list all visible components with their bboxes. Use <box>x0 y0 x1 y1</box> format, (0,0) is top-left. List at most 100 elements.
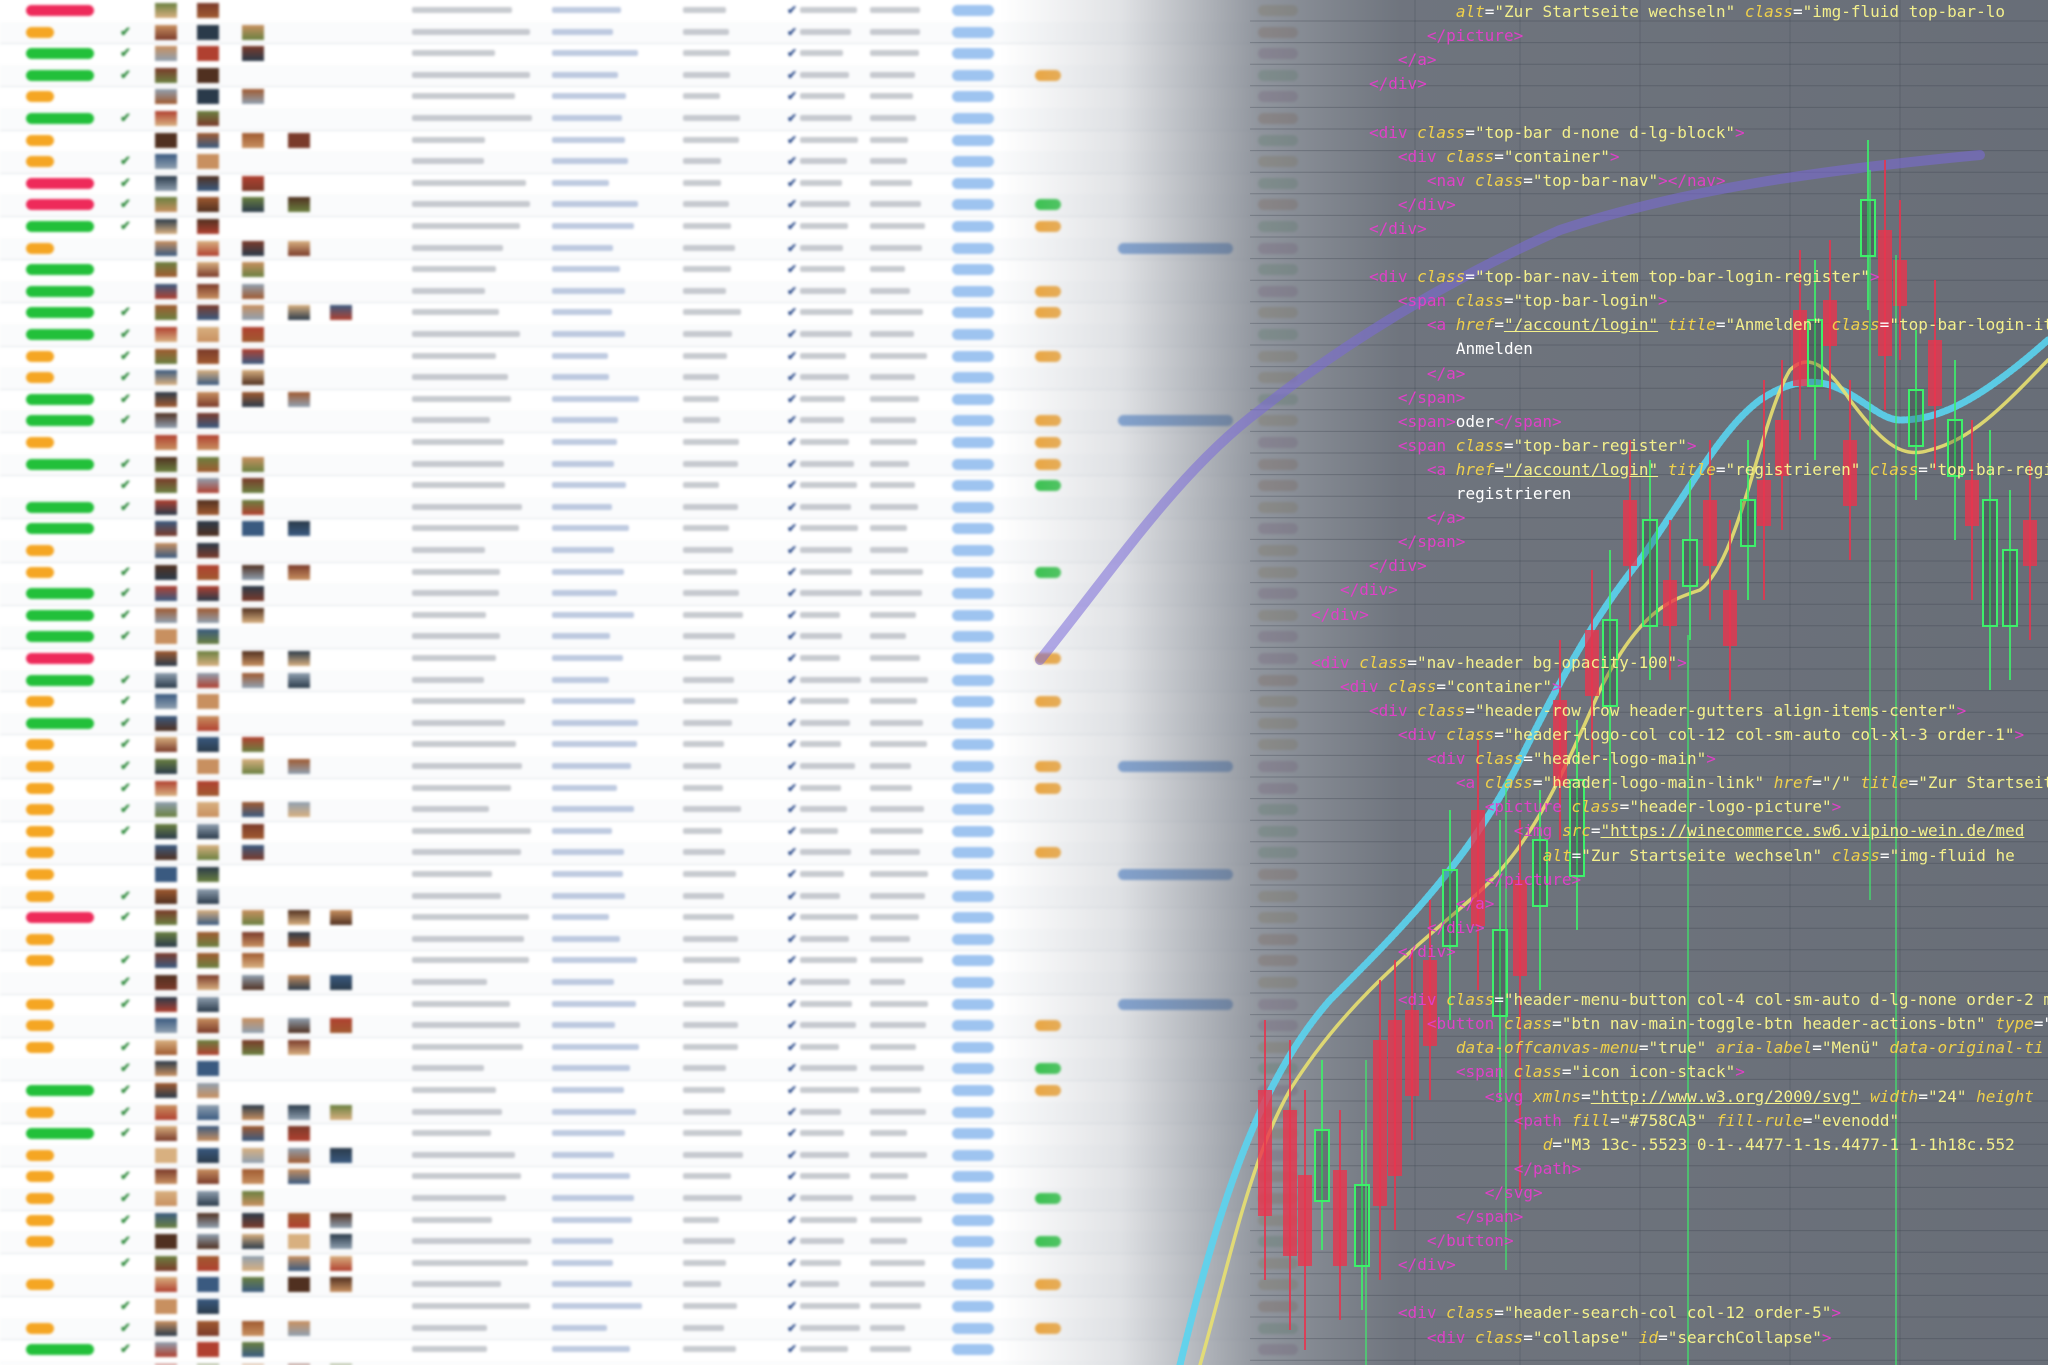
code-token <box>1860 460 1870 479</box>
code-token: <div <box>1397 1303 1447 1323</box>
candle-body <box>1532 839 1548 907</box>
code-token <box>1629 1328 1639 1347</box>
code-token: = <box>1561 1062 1572 1082</box>
code-token: = <box>1465 267 1475 287</box>
candle-body <box>1513 880 1527 976</box>
code-token: <div <box>1426 1327 1476 1347</box>
code-token: class <box>1417 122 1466 142</box>
code-token: = <box>1715 315 1726 335</box>
code-token <box>1735 2 1745 21</box>
code-line: d="M3 13c-.5523 0-1-.4477-1-1s.4477-1 1-… <box>1543 1133 2015 1157</box>
code-token: <div <box>1368 267 1418 287</box>
code-token: = <box>1908 773 1919 793</box>
code-line: </div> <box>1311 603 1369 627</box>
code-token: </picture> <box>1484 869 1582 889</box>
code-token: "/account/login" <box>1503 459 1659 479</box>
code-token: class <box>1417 267 1466 287</box>
code-token: > <box>1956 700 1967 720</box>
code-token: class <box>1446 146 1495 166</box>
candle-body <box>1682 539 1698 587</box>
code-token: d <box>1542 1134 1553 1154</box>
code-token: "#758CA3" <box>1619 1110 1707 1130</box>
candle-body <box>1843 440 1857 506</box>
candle-body <box>1793 310 1807 386</box>
code-token: class <box>1831 845 1880 865</box>
code-line: </div> <box>1369 72 1427 96</box>
code-token: <picture <box>1484 797 1572 817</box>
code-token: = <box>1715 459 1726 479</box>
code-line: </div> <box>1398 1253 1456 1277</box>
code-line: data-offcanvas-menu="true" aria-label="M… <box>1456 1036 2044 1060</box>
code-line: <svg xmlns="http://www.w3.org/2000/svg" … <box>1485 1085 2034 1109</box>
code-line: </a> <box>1427 506 1466 530</box>
code-token: registrieren <box>1455 484 1572 503</box>
code-line: <a class="header-logo-main-link" href="/… <box>1456 771 2048 795</box>
code-token: </div> <box>1397 194 1456 214</box>
candle-body <box>1703 500 1717 566</box>
code-line: </a> <box>1427 362 1466 386</box>
code-line: <div class="header-row row header-gutter… <box>1369 699 1966 723</box>
code-token: class <box>1831 315 1880 335</box>
code-token: "header-menu-button col-4 col-sm-auto d-… <box>1503 990 2048 1010</box>
candle-body <box>1373 1040 1387 1206</box>
code-token: </div> <box>1368 74 1427 94</box>
code-line: <div class="top-bar d-none d-lg-block"> <box>1369 121 1745 145</box>
code-token: oder <box>1455 411 1495 431</box>
code-line: <div class="header-search-col col-12 ord… <box>1398 1301 1841 1325</box>
code-token: </div> <box>1426 917 1485 937</box>
code-token: </span> <box>1494 411 1562 431</box>
code-token: alt <box>1542 845 1572 865</box>
code-token: > <box>1831 797 1842 817</box>
code-token: = <box>1638 1038 1649 1058</box>
code-token <box>1966 1087 1976 1106</box>
code-token: <span <box>1455 1062 1514 1082</box>
code-token: > <box>1821 1327 1832 1347</box>
code-token: "top-bar-register" <box>1513 435 1687 455</box>
code-token: = <box>1523 749 1533 769</box>
code-line: </a> <box>1398 48 1437 72</box>
code-token: </span> <box>1397 387 1466 407</box>
candle-body <box>1314 1129 1330 1202</box>
code-token: "top-bar-nav-item top-bar-login-register… <box>1474 267 1870 287</box>
code-token: > <box>1735 1062 1745 1082</box>
code-line: <path fill="#758CA3" fill-rule="evenodd" <box>1514 1109 1899 1133</box>
candle-body <box>1757 480 1771 526</box>
candle-body <box>1823 300 1837 346</box>
code-token: = <box>1619 797 1630 817</box>
code-token: <a <box>1426 315 1456 335</box>
candle-body <box>1333 1170 1347 1266</box>
code-token: "Anmelden" <box>1725 315 1822 335</box>
code-token <box>1822 315 1832 334</box>
code-token: "Zur Startseite wechseln" <box>1581 845 1823 865</box>
code-token: title <box>1667 459 1716 479</box>
code-line: </path> <box>1514 1157 1581 1181</box>
code-token: "top-bar-login-ite <box>1889 315 2048 335</box>
code-token: </div> <box>1397 1255 1456 1275</box>
code-line: </div> <box>1369 217 1427 241</box>
code-token: </div> <box>1368 556 1427 576</box>
code-token: src <box>1561 821 1591 841</box>
code-token: = <box>1494 990 1504 1010</box>
code-token <box>1880 1038 1890 1057</box>
candle-body <box>1860 199 1876 257</box>
code-token: = <box>1552 1134 1563 1154</box>
code-line: <span>oder</span> <box>1398 410 1562 434</box>
code-token: = <box>1571 845 1582 865</box>
code-token: Anmelden <box>1455 339 1533 359</box>
code-token: = <box>1465 700 1475 720</box>
code-token: </div> <box>1340 580 1398 600</box>
candle-body <box>1258 1090 1272 1216</box>
code-token: <div <box>1397 990 1447 1010</box>
code-line: </a> <box>1456 892 1495 916</box>
candle-body <box>1492 929 1508 1017</box>
code-token: class <box>1475 749 1524 769</box>
code-line: <span class="top-bar-register"> <box>1398 434 1697 458</box>
code-token: "Menü" <box>1821 1038 1880 1058</box>
code-token: aria-label <box>1715 1038 1813 1058</box>
code-token: </a> <box>1426 508 1466 528</box>
code-line: alt="Zur Startseite wechseln" class="img… <box>1543 844 2015 868</box>
code-token: class <box>1388 676 1437 696</box>
code-token: = <box>1532 773 1543 793</box>
code-token: "https://winecommerce.sw6.vipino-wein.de… <box>1600 821 2025 841</box>
